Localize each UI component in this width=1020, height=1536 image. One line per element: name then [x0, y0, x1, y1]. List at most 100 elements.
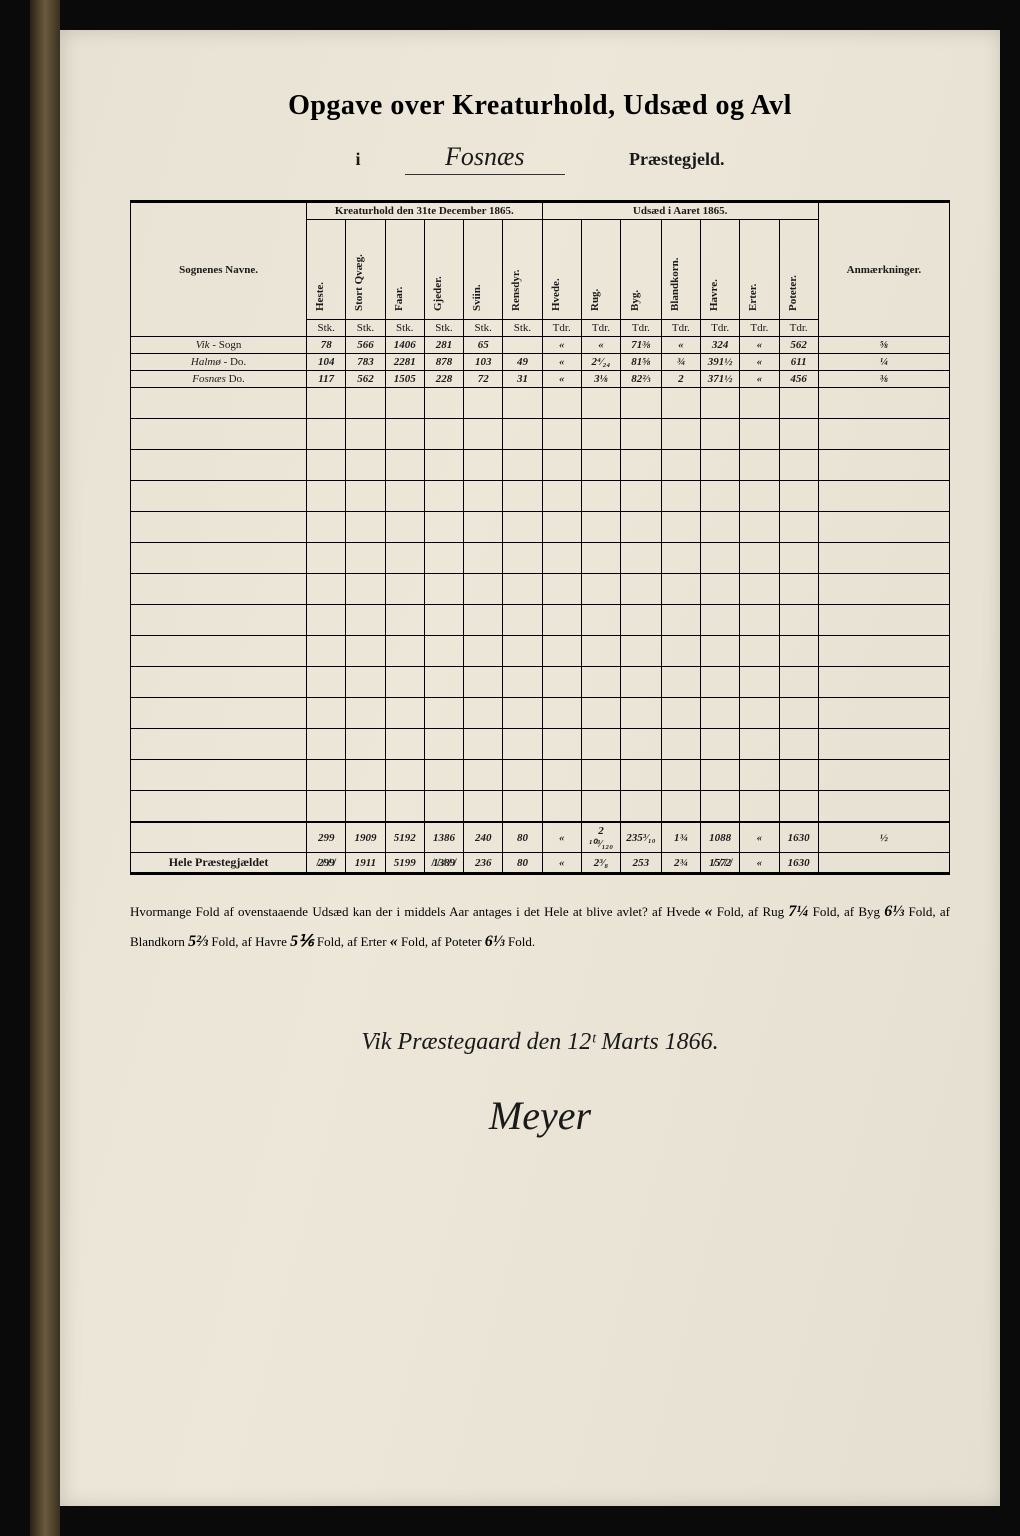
- parish-name: Fosnæs: [405, 142, 564, 175]
- cell-empty: [740, 450, 779, 481]
- cell-empty: [131, 698, 307, 729]
- cell: 104: [307, 354, 346, 371]
- cell: [503, 337, 542, 354]
- cell: 1630: [779, 822, 818, 853]
- cell-empty: [424, 512, 463, 543]
- cell: 31: [503, 371, 542, 388]
- cell-empty: [503, 729, 542, 760]
- cell-empty: [661, 450, 700, 481]
- cell-empty: [542, 760, 581, 791]
- cell-empty: [581, 636, 620, 667]
- cell-empty: [621, 791, 662, 823]
- cell-empty: [581, 419, 620, 450]
- cell-empty: [621, 760, 662, 791]
- unit: Tdr.: [621, 320, 662, 337]
- cell-empty: [542, 419, 581, 450]
- cell: «: [542, 371, 581, 388]
- cell-empty: [385, 729, 424, 760]
- cell: 65: [464, 337, 503, 354]
- fn-t: Fold, af Rug: [717, 904, 784, 919]
- cell-empty: [779, 419, 818, 450]
- cell-empty: [740, 512, 779, 543]
- cell-empty: [424, 729, 463, 760]
- cell-empty: [818, 636, 949, 667]
- cell-empty: [621, 698, 662, 729]
- cell: 2 ¹⁰³⁄₁₂₀: [581, 822, 620, 853]
- sign-name: Meyer: [130, 1076, 950, 1156]
- cell: 235³⁄₁₀: [621, 822, 662, 853]
- cell: 2: [661, 371, 700, 388]
- cell-empty: [779, 698, 818, 729]
- cell: «: [740, 371, 779, 388]
- cell-empty: [581, 729, 620, 760]
- cell-empty: [307, 419, 346, 450]
- cell-empty: [581, 605, 620, 636]
- cell: «: [581, 337, 620, 354]
- cell-empty: [740, 760, 779, 791]
- cell-empty: [307, 481, 346, 512]
- fn-poteter: 6⅓: [485, 933, 505, 950]
- cell-empty: [701, 605, 740, 636]
- cell-empty: [464, 388, 503, 419]
- cell: 878: [424, 354, 463, 371]
- cell: 1̸5̸7̸2̸: [701, 853, 740, 874]
- fn-t: Fold, af Erter: [317, 934, 387, 949]
- group-livestock: Kreaturhold den 31te December 1865.: [307, 202, 543, 220]
- table-row-empty: [131, 543, 950, 574]
- book-binding: [30, 0, 60, 1536]
- cell-empty: [307, 512, 346, 543]
- cell-empty: [701, 419, 740, 450]
- cell-empty: [385, 574, 424, 605]
- cell: 71⅜: [621, 337, 662, 354]
- cell-empty: [464, 636, 503, 667]
- cell-empty: [131, 574, 307, 605]
- cell-empty: [818, 388, 949, 419]
- cell-empty: [621, 636, 662, 667]
- cell-empty: [424, 481, 463, 512]
- cell-empty: [307, 636, 346, 667]
- cell-empty: [503, 543, 542, 574]
- cell-empty: [346, 574, 385, 605]
- cell-empty: [740, 419, 779, 450]
- cell-empty: [131, 605, 307, 636]
- cell: «: [542, 354, 581, 371]
- cell: 611: [779, 354, 818, 371]
- cell-empty: [661, 760, 700, 791]
- cell-empty: [740, 729, 779, 760]
- fn-erter: «: [390, 933, 398, 950]
- cell-empty: [385, 481, 424, 512]
- cell: 456: [779, 371, 818, 388]
- cell: 1088: [701, 822, 740, 853]
- signature-block: Vik Præstegaard den 12ᵗ Marts 1866. Meye…: [130, 1018, 950, 1156]
- cell-empty: [503, 574, 542, 605]
- cell-empty: [307, 574, 346, 605]
- cell-empty: [542, 450, 581, 481]
- cell-empty: [779, 605, 818, 636]
- cell-empty: [346, 388, 385, 419]
- table-row-empty: [131, 512, 950, 543]
- cell-empty: [346, 605, 385, 636]
- fn-havre: 5⅙: [290, 933, 314, 950]
- cell-empty: [779, 791, 818, 823]
- cell-empty: [779, 543, 818, 574]
- fn-rug: 7¼: [788, 903, 808, 920]
- cell-empty: [779, 450, 818, 481]
- table-row-empty: [131, 791, 950, 823]
- row-name: Fosnæs Do.: [131, 371, 307, 388]
- unit: Tdr.: [701, 320, 740, 337]
- cell-empty: [779, 729, 818, 760]
- fn-t: Fold, af Havre: [211, 934, 286, 949]
- table-row-empty: [131, 636, 950, 667]
- cell: 2281: [385, 354, 424, 371]
- cell-empty: [464, 760, 503, 791]
- cell: 228: [424, 371, 463, 388]
- col-byg: Byg.: [621, 220, 662, 320]
- cell-empty: [464, 605, 503, 636]
- cell: 80: [503, 822, 542, 853]
- cell-empty: [740, 481, 779, 512]
- col-hvede: Hvede.: [542, 220, 581, 320]
- cell-empty: [424, 667, 463, 698]
- cell-empty: [542, 729, 581, 760]
- cell-empty: [464, 667, 503, 698]
- cell-empty: [661, 388, 700, 419]
